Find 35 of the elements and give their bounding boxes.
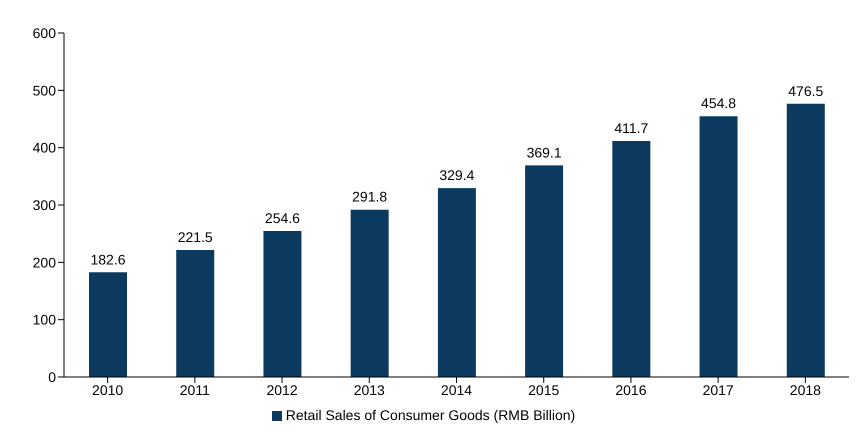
bar	[89, 272, 127, 377]
data-label: 182.6	[90, 251, 126, 268]
data-label: 221.5	[178, 229, 213, 246]
legend-label: Retail Sales of Consumer Goods (RMB Billion)	[286, 407, 576, 423]
data-label: 454.8	[701, 95, 736, 112]
bar	[525, 165, 564, 377]
x-tick-label: 2012	[266, 382, 298, 398]
y-tick-label: 0	[48, 368, 56, 385]
data-label: 476.5	[788, 82, 824, 99]
data-label: 291.8	[352, 188, 388, 205]
y-tick-label: 600	[32, 24, 56, 41]
bar	[786, 104, 825, 377]
y-tick-label: 400	[32, 140, 56, 156]
bar	[438, 188, 476, 377]
x-tick-label: 2018	[790, 382, 822, 398]
bar	[263, 231, 302, 377]
x-tick-label: 2015	[528, 382, 560, 398]
data-label: 369.1	[526, 144, 562, 160]
bar	[700, 116, 738, 377]
x-tick-label: 2010	[92, 382, 124, 398]
x-tick-label: 2016	[615, 382, 647, 398]
bar	[350, 210, 389, 377]
y-tick-label: 500	[32, 82, 56, 98]
bar	[176, 250, 214, 377]
bar	[612, 140, 650, 377]
y-tick-label: 300	[32, 196, 56, 213]
data-label: 329.4	[439, 167, 475, 184]
data-label: 254.6	[264, 210, 300, 226]
x-tick-label: 2017	[702, 382, 734, 398]
x-tick-label: 2011	[180, 382, 210, 398]
y-tick-label: 100	[32, 312, 56, 328]
x-tick-label: 2013	[354, 382, 386, 398]
y-tick-label: 200	[32, 254, 56, 270]
data-label: 411.7	[614, 120, 649, 136]
x-tick-label: 2014	[440, 382, 472, 398]
